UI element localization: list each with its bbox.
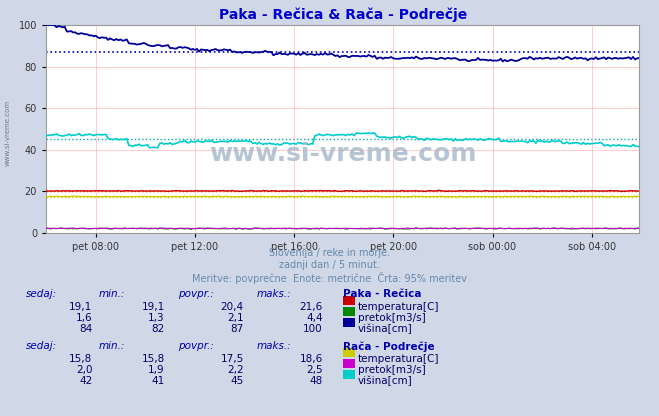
- Text: 19,1: 19,1: [142, 302, 165, 312]
- Text: 20,4: 20,4: [221, 302, 244, 312]
- Text: maks.:: maks.:: [257, 289, 292, 299]
- Text: 100: 100: [303, 324, 323, 334]
- Text: min.:: min.:: [99, 289, 125, 299]
- Text: 2,2: 2,2: [227, 365, 244, 375]
- Text: povpr.:: povpr.:: [178, 341, 214, 351]
- Text: maks.:: maks.:: [257, 341, 292, 351]
- Text: 82: 82: [152, 324, 165, 334]
- Text: 21,6: 21,6: [300, 302, 323, 312]
- Text: temperatura[C]: temperatura[C]: [358, 302, 440, 312]
- Title: Paka - Rečica & Rača - Podrečje: Paka - Rečica & Rača - Podrečje: [219, 8, 467, 22]
- Text: 1,6: 1,6: [76, 313, 92, 323]
- Text: 45: 45: [231, 376, 244, 386]
- Text: višina[cm]: višina[cm]: [358, 376, 413, 386]
- Text: 41: 41: [152, 376, 165, 386]
- Text: 48: 48: [310, 376, 323, 386]
- Text: Slovenija / reke in morje.: Slovenija / reke in morje.: [269, 248, 390, 258]
- Text: 84: 84: [79, 324, 92, 334]
- Text: pretok[m3/s]: pretok[m3/s]: [358, 365, 426, 375]
- Text: 15,8: 15,8: [69, 354, 92, 364]
- Text: povpr.:: povpr.:: [178, 289, 214, 299]
- Text: 87: 87: [231, 324, 244, 334]
- Text: 42: 42: [79, 376, 92, 386]
- Text: 4,4: 4,4: [306, 313, 323, 323]
- Text: 18,6: 18,6: [300, 354, 323, 364]
- Text: Rača - Podrečje: Rača - Podrečje: [343, 341, 434, 352]
- Text: www.si-vreme.com: www.si-vreme.com: [5, 100, 11, 166]
- Text: višina[cm]: višina[cm]: [358, 324, 413, 334]
- Text: min.:: min.:: [99, 341, 125, 351]
- Text: temperatura[C]: temperatura[C]: [358, 354, 440, 364]
- Text: zadnji dan / 5 minut.: zadnji dan / 5 minut.: [279, 260, 380, 270]
- Text: 1,3: 1,3: [148, 313, 165, 323]
- Text: www.si-vreme.com: www.si-vreme.com: [209, 142, 476, 166]
- Text: sedaj:: sedaj:: [26, 289, 57, 299]
- Text: Paka - Rečica: Paka - Rečica: [343, 289, 421, 299]
- Text: 2,1: 2,1: [227, 313, 244, 323]
- Text: 2,5: 2,5: [306, 365, 323, 375]
- Text: 1,9: 1,9: [148, 365, 165, 375]
- Text: 15,8: 15,8: [142, 354, 165, 364]
- Text: pretok[m3/s]: pretok[m3/s]: [358, 313, 426, 323]
- Text: 2,0: 2,0: [76, 365, 92, 375]
- Text: sedaj:: sedaj:: [26, 341, 57, 351]
- Text: 19,1: 19,1: [69, 302, 92, 312]
- Text: 17,5: 17,5: [221, 354, 244, 364]
- Text: Meritve: povprečne  Enote: metrične  Črta: 95% meritev: Meritve: povprečne Enote: metrične Črta:…: [192, 272, 467, 285]
